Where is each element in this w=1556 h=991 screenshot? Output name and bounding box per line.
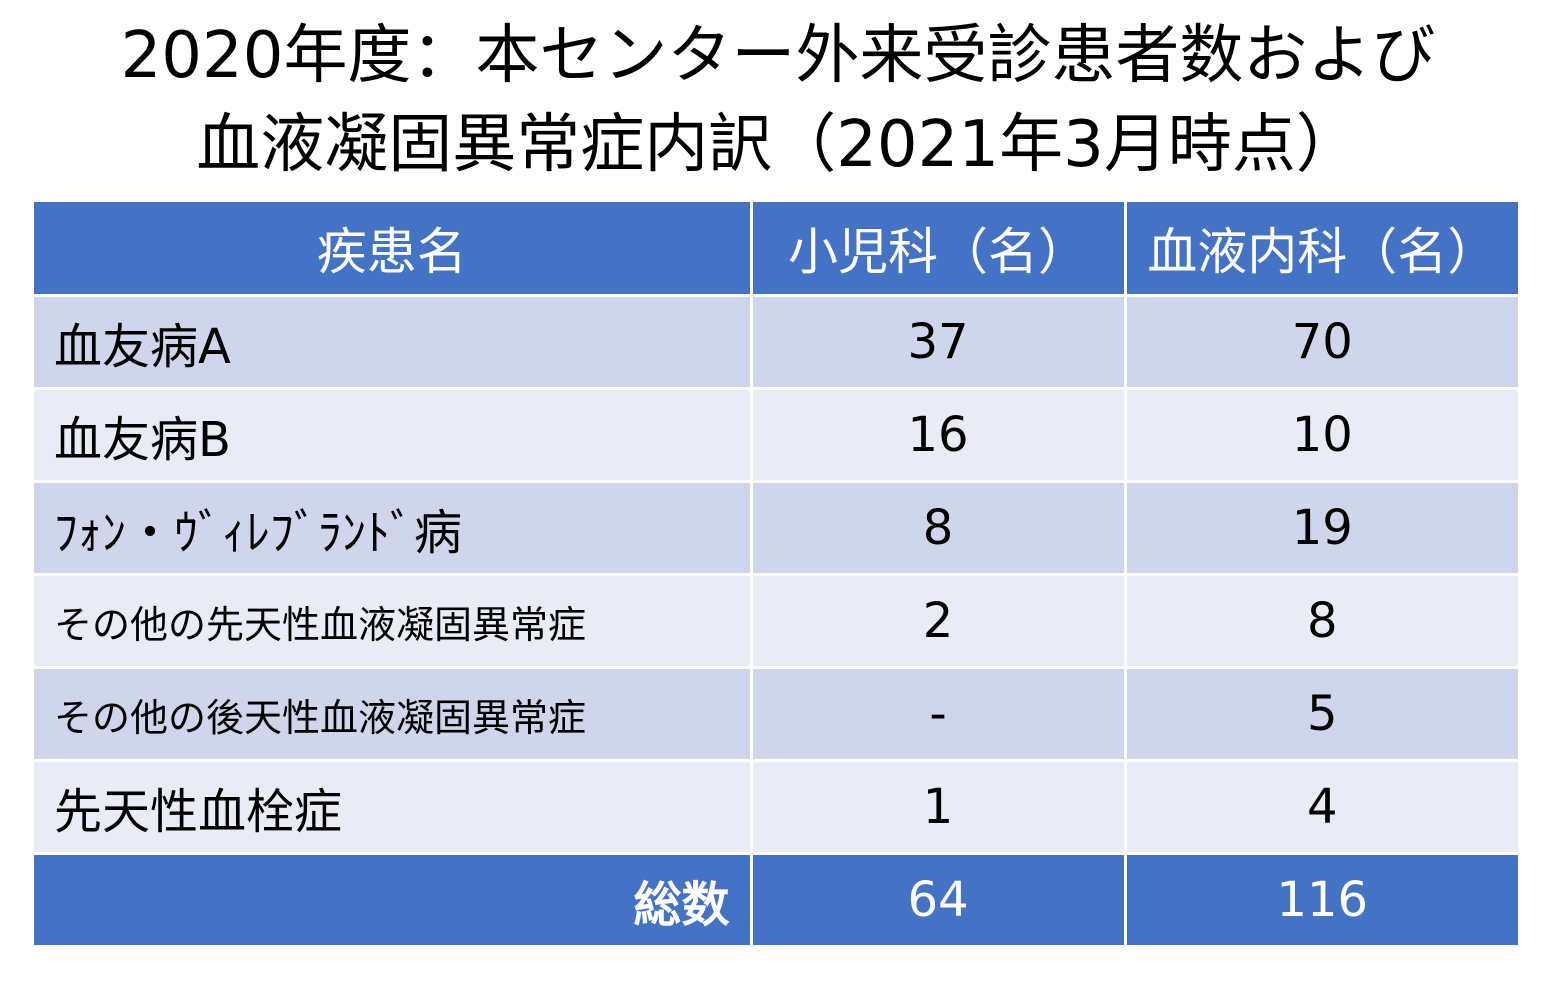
header-hematology: 血液内科（名） <box>1123 202 1518 297</box>
header-pediatrics: 小児科（名） <box>749 202 1127 297</box>
pediatrics-count: 16 <box>749 387 1127 483</box>
total-label: 総数 <box>34 852 753 945</box>
hematology-count: 70 <box>1123 294 1518 390</box>
table-row: 先天性血栓症 1 4 <box>34 759 1518 855</box>
table-header-row: 疾患名 小児科（名） 血液内科（名） <box>34 202 1518 297</box>
pediatrics-count: 1 <box>749 759 1127 855</box>
total-pediatrics: 64 <box>749 852 1127 945</box>
disease-name: 血友病B <box>34 387 753 483</box>
hematology-count: 5 <box>1123 666 1518 762</box>
hematology-count: 8 <box>1123 573 1518 669</box>
hematology-count: 10 <box>1123 387 1518 483</box>
hematology-count: 19 <box>1123 480 1518 576</box>
patient-count-table: 疾患名 小児科（名） 血液内科（名） 血友病A 37 70 血友病B 16 10… <box>34 202 1518 945</box>
table-row: 血友病B 16 10 <box>34 387 1518 483</box>
disease-name: ﾌｫﾝ・ｳﾞｨﾚﾌﾞﾗﾝﾄﾞ病 <box>34 480 753 576</box>
disease-name: その他の先天性血液凝固異常症 <box>34 573 753 669</box>
table-row: 血友病A 37 70 <box>34 294 1518 390</box>
pediatrics-count: 8 <box>749 480 1127 576</box>
table-row: その他の先天性血液凝固異常症 2 8 <box>34 573 1518 669</box>
total-hematology: 116 <box>1123 852 1518 945</box>
header-disease-name: 疾患名 <box>34 202 753 297</box>
hematology-count: 4 <box>1123 759 1518 855</box>
pediatrics-count: 37 <box>749 294 1127 390</box>
page-title-line-2: 血液凝固異常症内訳（2021年3月時点） <box>196 108 1360 182</box>
disease-name: その他の後天性血液凝固異常症 <box>34 666 753 762</box>
total-row: 総数 64 116 <box>34 852 1518 945</box>
disease-name: 血友病A <box>34 294 753 390</box>
pediatrics-count: 2 <box>749 573 1127 669</box>
page-title-line-1: 2020年度：本センター外来受診患者数および <box>120 19 1436 93</box>
table-row: ﾌｫﾝ・ｳﾞｨﾚﾌﾞﾗﾝﾄﾞ病 8 19 <box>34 480 1518 576</box>
table-row: その他の後天性血液凝固異常症 - 5 <box>34 666 1518 762</box>
pediatrics-count: - <box>749 666 1127 762</box>
disease-name: 先天性血栓症 <box>34 759 753 855</box>
